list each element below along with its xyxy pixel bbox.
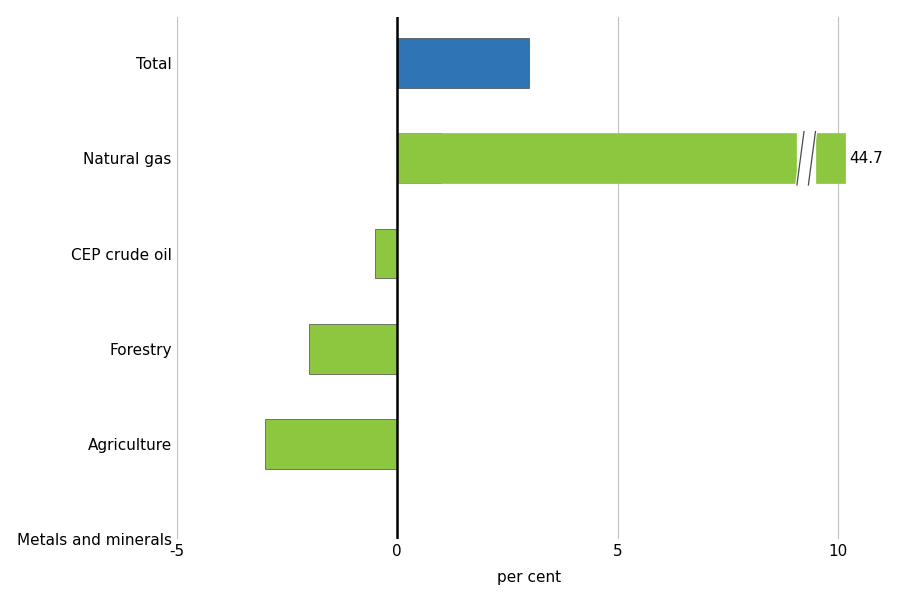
Bar — [309, 324, 397, 374]
X-axis label: per cent: per cent — [498, 570, 562, 585]
Bar — [397, 134, 441, 183]
Text: 44.7: 44.7 — [850, 150, 883, 166]
Bar — [816, 134, 845, 183]
Bar — [397, 38, 529, 88]
Bar — [397, 134, 796, 183]
Bar — [375, 229, 397, 278]
Bar — [265, 420, 397, 469]
